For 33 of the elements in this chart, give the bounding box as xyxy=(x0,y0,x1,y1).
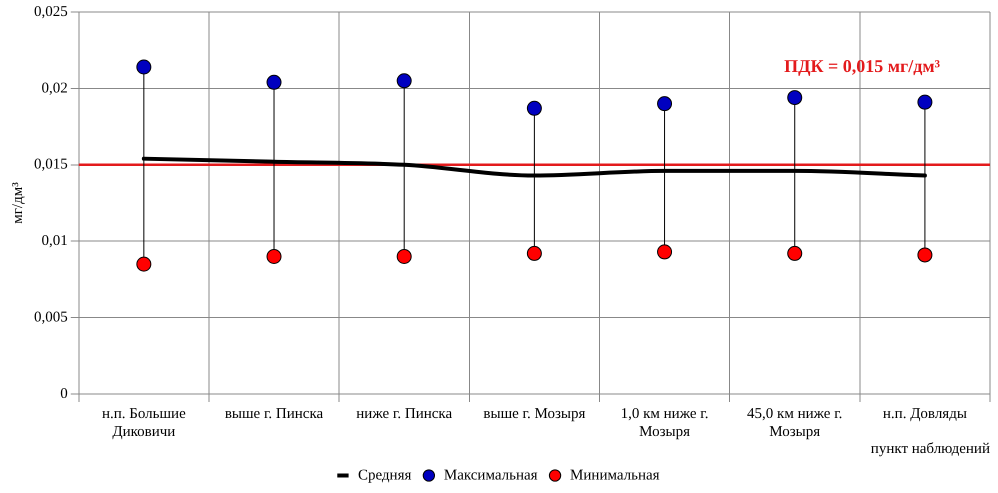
x-tick-label: выше г. Мозыря xyxy=(483,406,586,422)
point xyxy=(396,248,412,264)
point xyxy=(136,256,152,272)
point xyxy=(657,244,672,260)
point xyxy=(917,94,932,110)
x-tick-label: н.п. Довляды xyxy=(882,406,967,422)
point xyxy=(526,246,542,261)
point xyxy=(787,90,802,106)
y-tick-label: 0 xyxy=(60,386,68,402)
y-axis-title: мг/дм³ xyxy=(10,182,26,224)
y-tick-label: 0,025 xyxy=(34,4,68,20)
point xyxy=(136,60,152,75)
y-tick-label: 0,01 xyxy=(42,233,68,250)
x-tick-label: 45,0 км ниже г. Мозыря xyxy=(747,406,842,440)
point xyxy=(917,247,932,262)
y-tick-label: 0,005 xyxy=(34,310,68,326)
y-tick-label: 0,015 xyxy=(34,156,68,173)
x-tick-label: ниже г. Пинска xyxy=(356,406,452,422)
point xyxy=(787,246,802,261)
legend-label: Минимальная xyxy=(570,467,660,484)
ref-line-label: ПДК = 0,015 мг/дм³ xyxy=(784,56,941,76)
point xyxy=(396,73,412,88)
point xyxy=(266,74,282,90)
legend-label: Максимальная xyxy=(444,467,538,484)
y-tick-label: 0,02 xyxy=(42,80,68,96)
x-axis-title: пункт наблюдений xyxy=(870,440,990,457)
point xyxy=(266,248,282,264)
x-tick-label: н.п. Большие Диковичи xyxy=(102,406,186,440)
point xyxy=(526,100,542,116)
point xyxy=(657,96,672,112)
x-tick-label: 1,0 км ниже г. Мозыря xyxy=(620,406,708,440)
legend-label: Средняя xyxy=(358,467,412,484)
x-tick-label: выше г. Пинска xyxy=(224,406,324,422)
